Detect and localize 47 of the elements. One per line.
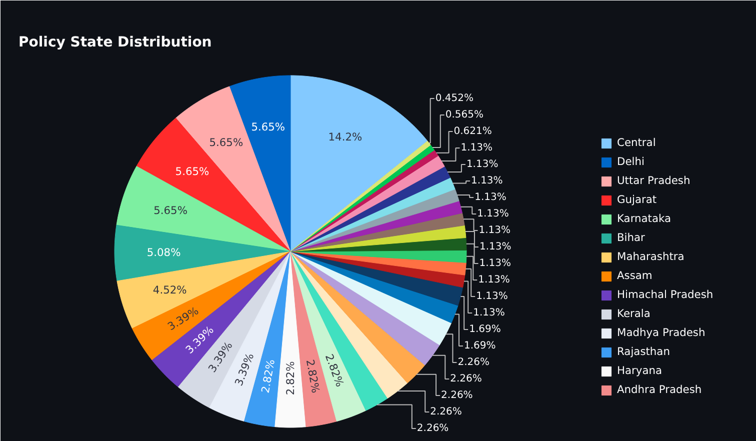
data-label: 1.13%: [477, 208, 509, 220]
legend-label: Central: [617, 136, 656, 149]
legend-label: Uttar Pradesh: [617, 174, 690, 187]
data-label: 5.65%: [251, 120, 286, 134]
data-label: 1.13%: [466, 159, 498, 170]
legend-label: Haryana: [617, 364, 662, 377]
data-label: 1.13%: [476, 291, 508, 302]
data-label: 1.13%: [478, 274, 510, 286]
data-label: 5.65%: [175, 165, 210, 178]
data-label: 5.65%: [154, 204, 188, 218]
data-label: 1.13%: [460, 142, 493, 154]
legend-label: Bihar: [617, 231, 645, 244]
data-label: 4.52%: [152, 284, 187, 297]
data-label: 2.82%: [322, 352, 346, 388]
data-label: 2.82%: [284, 361, 297, 396]
legend-label: Maharashtra: [617, 250, 684, 263]
data-label: 0.621%: [454, 126, 492, 137]
chart-title: Policy State Distribution: [18, 34, 212, 50]
data-label: 1.13%: [474, 192, 506, 203]
data-label: 1.13%: [479, 242, 512, 252]
data-label: 2.26%: [441, 390, 473, 401]
legend-label: Madhya Pradesh: [617, 326, 706, 339]
legend-label: Karnataka: [617, 212, 672, 225]
legend-label: Himachal Pradesh: [617, 288, 714, 301]
legend-label: Assam: [617, 269, 652, 282]
data-label: 2.26%: [450, 374, 482, 384]
data-label: 0.565%: [445, 110, 484, 120]
legend-label: Gujarat: [617, 193, 657, 206]
data-label: 0.452%: [435, 93, 474, 104]
data-label: 2.26%: [458, 357, 490, 368]
data-label: 5.65%: [209, 136, 244, 149]
data-label: 2.82%: [303, 358, 322, 394]
data-label: 1.13%: [479, 258, 512, 269]
data-label: 1.13%: [473, 308, 505, 318]
legend-label: Andhra Pradesh: [617, 383, 702, 396]
legend-label: Rajasthan: [617, 345, 670, 358]
data-label: 14.2%: [328, 130, 362, 144]
legend-label: Delhi: [617, 155, 644, 168]
data-label: 1.13%: [478, 225, 511, 236]
data-label: 2.26%: [430, 406, 462, 418]
data-label: 5.08%: [146, 246, 181, 260]
data-label: 1.69%: [464, 340, 496, 352]
data-label: 1.69%: [469, 324, 501, 335]
data-label: 2.82%: [258, 358, 278, 394]
data-label: 1.13%: [471, 176, 503, 186]
data-label: 2.26%: [416, 423, 449, 434]
legend-label: Kerala: [617, 307, 650, 320]
